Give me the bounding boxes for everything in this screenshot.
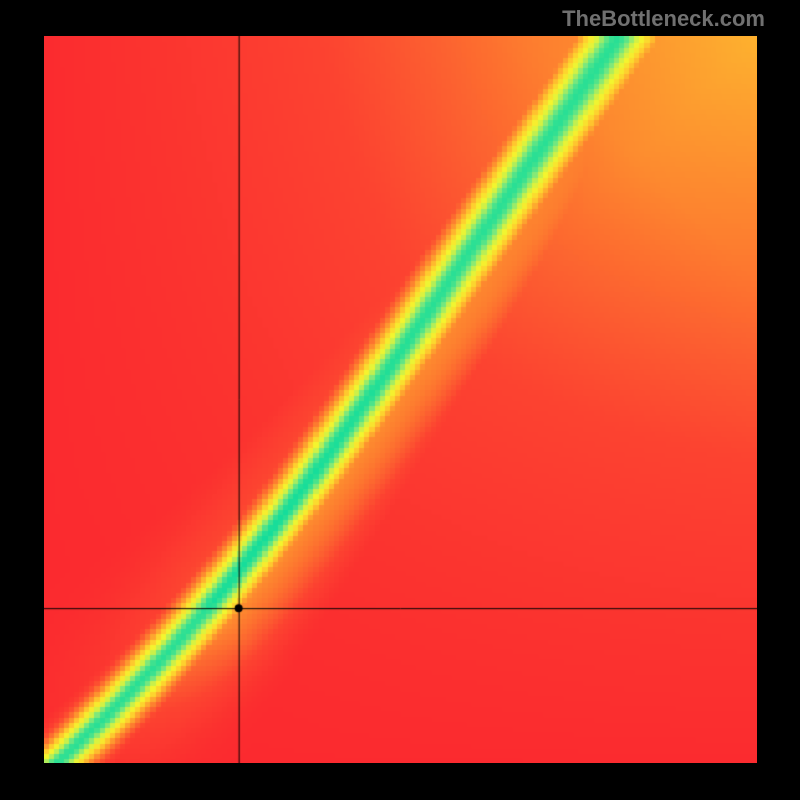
bottleneck-heatmap <box>44 36 757 763</box>
watermark-text: TheBottleneck.com <box>562 6 765 32</box>
